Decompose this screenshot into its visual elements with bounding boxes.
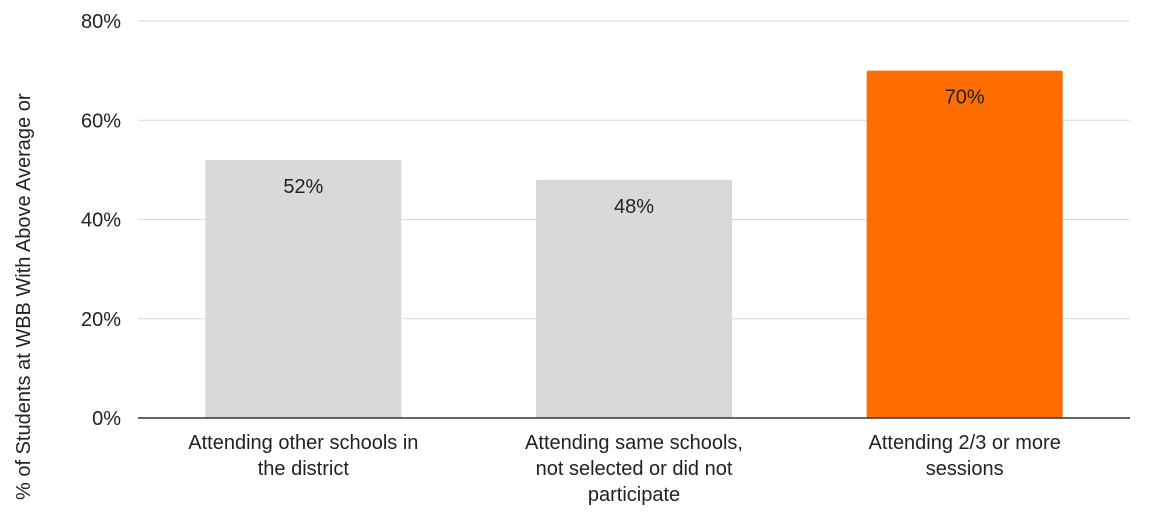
y-tick-label: 20%	[81, 309, 121, 331]
bars	[205, 70, 1063, 418]
x-category-label: sessions	[926, 458, 1004, 480]
y-tick-label: 60%	[81, 110, 121, 132]
y-axis-title: % of Students at WBB With Above Average …	[13, 93, 35, 500]
bar	[205, 159, 402, 418]
bar	[536, 179, 732, 418]
bar-value-label: 70%	[945, 87, 985, 109]
x-category-label: participate	[588, 484, 680, 506]
value-labels: 52% 48% 70%	[283, 87, 985, 218]
y-tick-label: 40%	[81, 210, 121, 232]
y-tick-label: 0%	[92, 408, 121, 430]
y-tick-label: 80%	[81, 11, 121, 33]
x-category-label: Attending other schools in	[188, 432, 418, 454]
x-category-label: the district	[258, 458, 350, 480]
bar-value-label: 52%	[283, 176, 323, 198]
bar	[866, 70, 1063, 418]
y-axis-ticks: 0% 20% 40% 60% 80%	[81, 11, 121, 430]
bar-value-label: 48%	[614, 196, 654, 218]
x-category-label: not selected or did not	[536, 458, 733, 480]
x-category-label: Attending same schools,	[525, 432, 743, 454]
category-labels: Attending other schools in the district At…	[188, 432, 1061, 506]
x-category-label: Attending 2/3 or more	[868, 432, 1060, 454]
